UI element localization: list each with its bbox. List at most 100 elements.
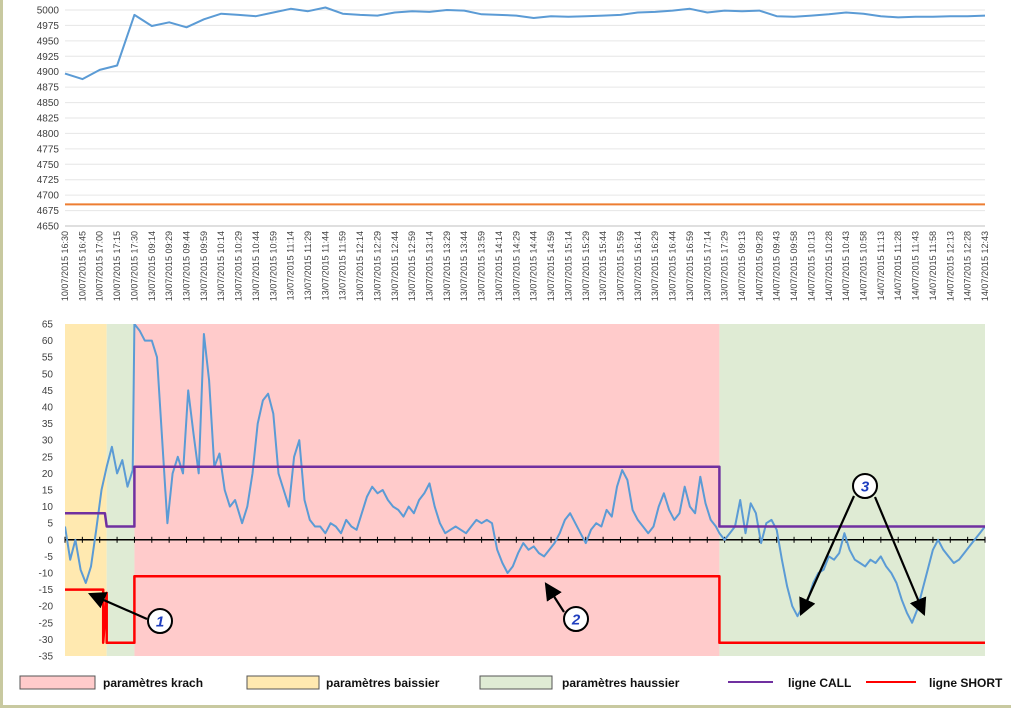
top-x-tick-label: 14/07/2015 11:43	[911, 231, 921, 300]
bottom-y-tick-label: 55	[42, 353, 54, 364]
top-x-tick-label: 13/07/2015 15:44	[598, 231, 608, 301]
bottom-y-tick-label: 20	[42, 469, 54, 480]
bottom-y-tick-label: 5	[47, 519, 53, 530]
bottom-y-tick-label: 0	[47, 535, 53, 546]
top-x-tick-label: 13/07/2015 16:44	[668, 231, 678, 301]
top-x-tick-label: 13/07/2015 15:59	[615, 231, 625, 301]
bottom-series-group	[65, 324, 985, 644]
top-x-tick-label: 13/07/2015 13:59	[477, 231, 487, 301]
top-x-tick-label: 13/07/2015 10:44	[251, 231, 261, 301]
legend-item-paramètres-krach: paramètres krach	[19, 675, 203, 690]
top-x-tick-label: 13/07/2015 12:14	[355, 231, 365, 301]
top-x-tick-label: 13/07/2015 15:29	[581, 231, 591, 301]
zone-paramètres-haussier	[719, 324, 985, 656]
top-x-tick-label: 14/07/2015 12:43	[980, 231, 990, 301]
top-series-group	[64, 6, 986, 206]
top-x-tick-label: 13/07/2015 12:29	[372, 231, 382, 301]
top-x-tick-label: 14/07/2015 10:43	[841, 231, 851, 301]
top-x-tick-label: 14/07/2015 12:28	[963, 231, 973, 301]
series-indicator	[65, 324, 985, 624]
top-series-line-0	[64, 6, 986, 81]
top-x-tick-label: 13/07/2015 10:59	[268, 231, 278, 301]
legend-item-ligne-call: ligne CALL	[728, 676, 851, 690]
legend-label: paramètres krach	[103, 676, 203, 690]
callout-number: 2	[571, 612, 581, 629]
top-x-tick-label: 10/07/2015 17:15	[112, 231, 122, 301]
top-x-tick-label: 14/07/2015 11:13	[876, 231, 886, 300]
top-x-tick-label: 13/07/2015 14:14	[494, 231, 504, 301]
top-x-tick-label: 10/07/2015 16:45	[77, 231, 87, 301]
top-x-tick-label: 13/07/2015 12:44	[390, 231, 400, 301]
top-x-tick-label: 14/07/2015 09:13	[737, 231, 747, 301]
top-price-chart: 5000 4975 4950 4925 4900 4875 4850 4825 4800 4775…	[37, 6, 990, 302]
top-grid	[65, 9, 985, 227]
top-x-tick-label: 13/07/2015 10:29	[234, 231, 244, 301]
top-y-tick-label: 5000	[37, 6, 60, 17]
top-x-tick-label: 13/07/2015 13:44	[459, 231, 469, 301]
top-x-tick-label: 13/07/2015 16:29	[650, 231, 660, 301]
top-x-tick-label: 13/07/2015 14:44	[529, 231, 539, 301]
top-y-tick-label: 4950	[37, 36, 60, 47]
top-x-tick-label: 14/07/2015 09:43	[772, 231, 782, 301]
legend-label: ligne CALL	[788, 676, 851, 690]
bottom-y-tick-label: 65	[42, 320, 54, 331]
top-x-tick-label: 14/07/2015 11:28	[893, 231, 903, 300]
legend-label: paramètres haussier	[562, 676, 680, 690]
top-x-tick-label: 13/07/2015 10:14	[216, 231, 226, 301]
top-y-tick-label: 4875	[37, 83, 60, 94]
callout-arrow	[87, 592, 148, 621]
top-x-tick-label: 13/07/2015 09:44	[182, 231, 192, 301]
bottom-y-tick-label: 60	[42, 336, 54, 347]
bottom-y-axis: 65605550454035302520151050-5-10-15-20-25…	[39, 320, 986, 663]
top-x-tick-label: 13/07/2015 15:14	[563, 231, 573, 301]
bottom-y-tick-label: -35	[39, 652, 54, 663]
top-x-tick-label: 13/07/2015 09:59	[199, 231, 209, 301]
bottom-y-tick-label: 10	[42, 502, 54, 513]
callout-arrow	[544, 582, 565, 613]
top-y-axis: 5000 4975 4950 4925 4900 4875 4850 4825 4800 4775…	[37, 6, 60, 233]
legend-item-paramètres-baissier: paramètres baissier	[246, 675, 440, 690]
top-x-tick-label: 14/07/2015 10:28	[824, 231, 834, 301]
bottom-y-tick-label: -20	[39, 602, 54, 613]
bottom-y-tick-label: -15	[39, 585, 54, 596]
top-x-tick-label: 13/07/2015 11:44	[320, 231, 330, 300]
bottom-y-tick-label: 40	[42, 403, 54, 414]
top-y-tick-label: 4725	[37, 175, 60, 186]
top-x-tick-label: 13/07/2015 13:14	[425, 231, 435, 301]
bottom-y-tick-label: 35	[42, 419, 54, 430]
callout-circle	[563, 606, 589, 632]
top-x-tick-label: 13/07/2015 17:14	[702, 231, 712, 301]
top-y-tick-label: 4825	[37, 114, 60, 125]
top-y-tick-label: 4900	[37, 67, 60, 78]
bottom-y-tick-label: 50	[42, 369, 54, 380]
top-x-tick-label: 13/07/2015 16:14	[633, 231, 643, 301]
top-x-tick-label: 14/07/2015 10:58	[858, 231, 868, 301]
zone-paramètres-haussier	[106, 324, 135, 656]
legend-label: paramètres baissier	[326, 676, 440, 690]
legend-swatch	[19, 675, 96, 690]
callout-number: 1	[156, 614, 164, 631]
top-x-tick-label: 13/07/2015 11:59	[338, 231, 348, 300]
bottom-indicator-chart: 65605550454035302520151050-5-10-15-20-25…	[39, 320, 986, 663]
top-x-tick-label: 13/07/2015 11:14	[286, 231, 296, 300]
legend: paramètres krach paramètres baissier param…	[3, 672, 1011, 702]
top-x-tick-label: 13/07/2015 17:29	[720, 231, 730, 301]
bottom-y-tick-label: 30	[42, 436, 54, 447]
top-x-tick-label: 10/07/2015 16:30	[60, 231, 70, 301]
bottom-y-tick-label: -30	[39, 635, 54, 646]
top-x-tick-label: 10/07/2015 17:30	[129, 231, 139, 301]
callout-circle	[147, 608, 173, 634]
bottom-y-tick-label: 15	[42, 486, 54, 497]
top-y-tick-label: 4925	[37, 52, 60, 63]
top-y-tick-label: 4675	[37, 206, 60, 217]
top-x-tick-label: 14/07/2015 12:13	[945, 231, 955, 301]
bottom-y-tick-label: -25	[39, 618, 54, 629]
callout-circle	[852, 473, 878, 499]
legend-swatch	[246, 675, 320, 690]
bottom-y-tick-label: -5	[44, 552, 53, 563]
series-ligne-call	[65, 465, 985, 528]
top-y-tick-label: 4800	[37, 129, 60, 140]
top-x-tick-label: 14/07/2015 09:58	[789, 231, 799, 301]
callout-arrow	[799, 495, 856, 617]
callout-number: 3	[861, 479, 870, 496]
